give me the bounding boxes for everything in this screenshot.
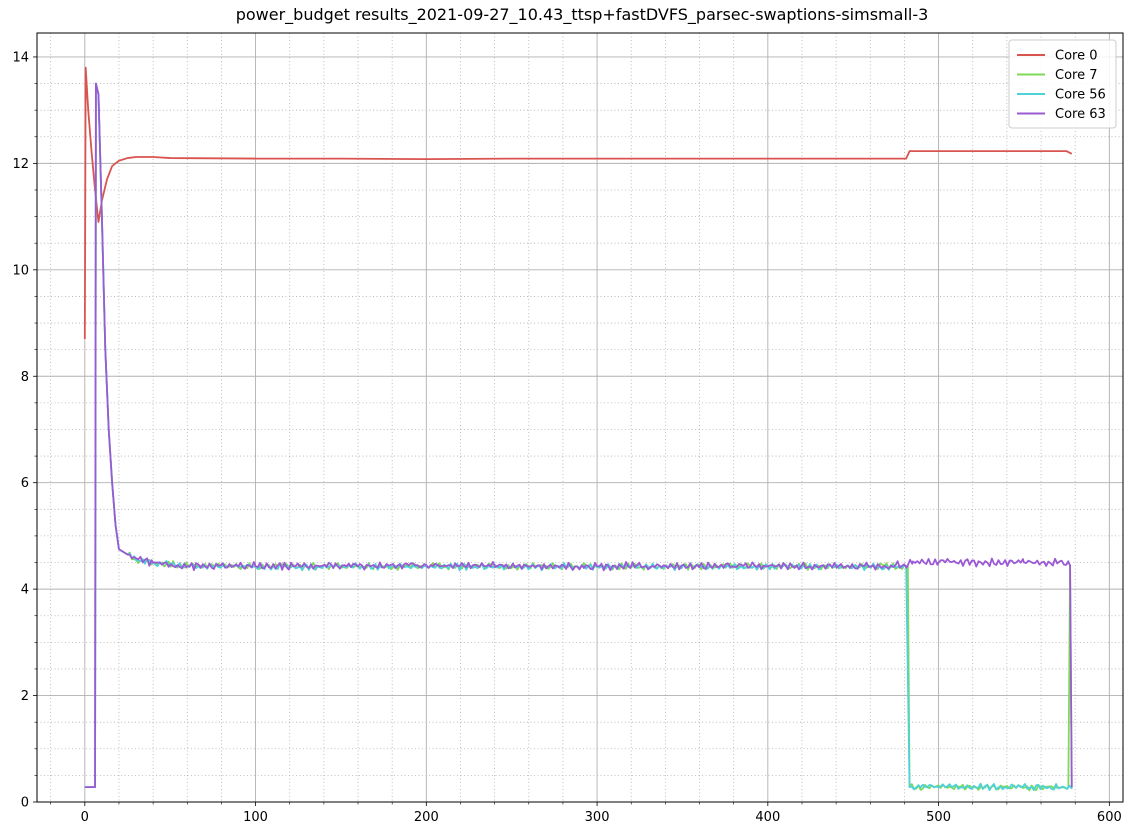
legend: Core 0 Core 7 Core 56 Core 63 (1008, 39, 1117, 129)
y-tick-label: 0 (21, 796, 29, 811)
x-tick-label: 100 (243, 810, 268, 825)
chart-title: power_budget results_2021-09-27_10.43_tt… (236, 5, 929, 25)
minor-grid (37, 33, 1123, 802)
series-line-core-63 (84, 82, 1073, 788)
x-tick-label: 500 (926, 810, 951, 825)
x-tick-label: 600 (1097, 810, 1122, 825)
y-tick-label: 12 (12, 157, 29, 172)
major-grid (37, 33, 1123, 803)
series-line-core-7 (84, 82, 1073, 792)
series-layer (83, 66, 1073, 792)
axis-ticks (33, 56, 1110, 806)
legend-label: Core 7 (1055, 68, 1098, 83)
plot-frame (36, 32, 1124, 803)
y-tick-label: 14 (12, 50, 29, 65)
y-tick-label: 2 (21, 689, 29, 704)
y-tick-label: 4 (21, 583, 29, 598)
series-line-core-0 (83, 66, 1073, 340)
x-tick-label: 200 (414, 810, 439, 825)
y-tick-label: 6 (21, 476, 29, 491)
axis-tick-labels: 0 100 200 300 400 500 600 0 2 4 6 8 10 12 14 (12, 50, 1121, 825)
x-tick-label: 400 (755, 810, 780, 825)
y-tick-label: 8 (21, 370, 29, 385)
legend-label: Core 63 (1055, 107, 1106, 122)
series-line-core-56 (84, 82, 1073, 792)
y-tick-label: 10 (12, 263, 29, 278)
legend-label: Core 0 (1055, 49, 1098, 64)
x-tick-label: 0 (81, 810, 89, 825)
legend-label: Core 56 (1055, 88, 1106, 103)
legend-box (1008, 39, 1117, 129)
x-tick-label: 300 (585, 810, 610, 825)
